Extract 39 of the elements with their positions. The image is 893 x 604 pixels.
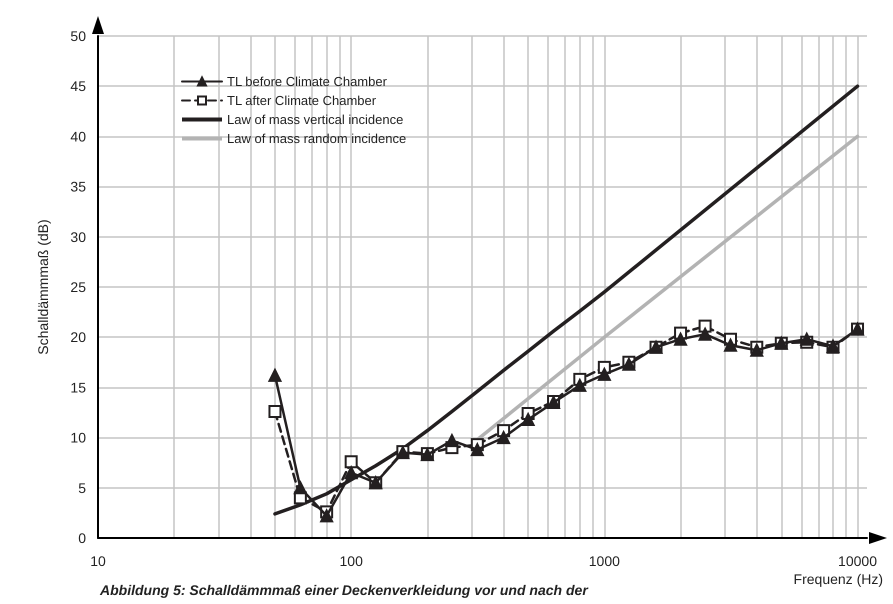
legend-label: Law of mass random incidence	[227, 131, 406, 146]
point	[470, 443, 484, 456]
y-tick-label: 0	[78, 530, 86, 546]
legend-label: Law of mass vertical incidence	[227, 112, 404, 127]
x-tick-label: 1000	[588, 553, 620, 569]
point	[698, 328, 712, 341]
y-tick-label: 40	[70, 128, 86, 144]
text: Abbildung 5: Schalldämmmaß einer Deckenverkleidung vor und nach der	[99, 582, 590, 598]
y-tick-label: 20	[70, 329, 86, 346]
point	[750, 344, 764, 357]
y-tick-label: 50	[70, 28, 86, 44]
x-tick-label: 10000	[838, 553, 878, 569]
point	[268, 404, 282, 418]
point	[320, 509, 334, 522]
point	[674, 332, 688, 346]
point	[344, 455, 358, 468]
y-tick-label: 15	[70, 379, 86, 396]
point	[497, 431, 510, 444]
x-tick-label: 10	[90, 553, 106, 569]
y-tick-label: 35	[70, 178, 86, 195]
point	[268, 368, 282, 382]
y-tick-label: 10	[70, 430, 86, 446]
point	[344, 466, 358, 480]
point	[800, 332, 814, 346]
point	[294, 481, 307, 494]
x-tick-label: 100	[339, 553, 364, 569]
point	[724, 338, 738, 352]
y-tick-label: 5	[78, 480, 86, 496]
point	[445, 434, 458, 448]
legend-label: TL after Climate Chamber	[227, 93, 377, 108]
y-axis-title: Schalldämmmaß (dB)	[35, 219, 51, 355]
y-tick-label: 30	[70, 228, 86, 245]
point	[522, 413, 535, 426]
point	[598, 368, 611, 381]
point	[573, 378, 586, 392]
legend-label: TL before Climate Chamber	[227, 74, 388, 89]
y-tick-label: 45	[70, 78, 86, 94]
y-tick-label: 25	[70, 279, 86, 295]
x-axis-title: Frequenz (Hz)	[794, 571, 883, 587]
